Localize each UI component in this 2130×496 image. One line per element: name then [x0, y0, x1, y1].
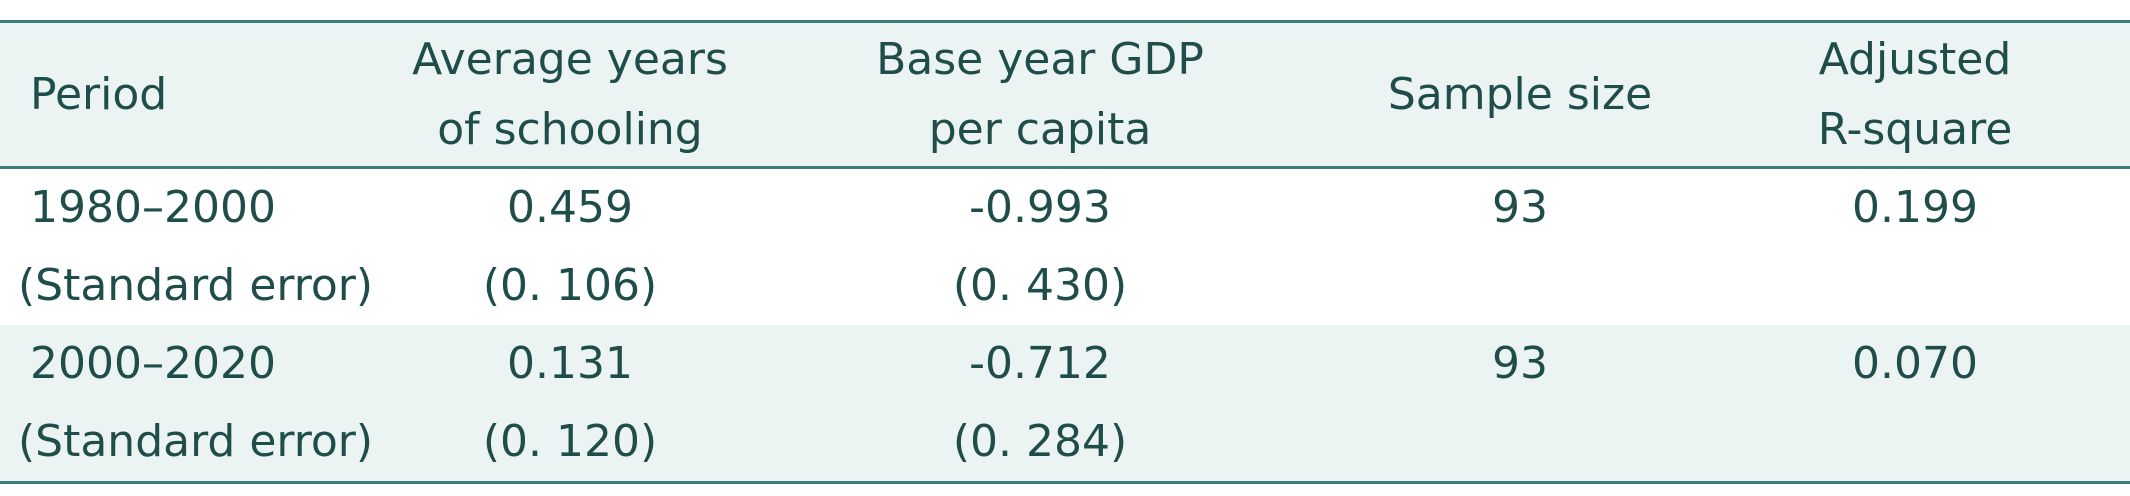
header-gdp-line1: Base year GDP — [876, 33, 1204, 85]
header-schooling-line1: Average years — [412, 33, 728, 85]
cell-se-gdp: (0. 430) — [952, 260, 1128, 311]
table-header-row: Period Average years of schooling Base y… — [0, 23, 2130, 169]
cell-adjusted-r2: 0.070 — [1852, 338, 1978, 389]
table-row-standard-error: (Standard error) (0. 106) (0. 430) — [0, 247, 2130, 325]
header-gdp-line2: per capita — [928, 103, 1152, 155]
regression-table: Period Average years of schooling Base y… — [0, 20, 2130, 484]
cell-adjusted-r2: 0.199 — [1852, 182, 1978, 233]
cell-sample-size: 93 — [1492, 338, 1548, 389]
header-gdp: Base year GDP per capita — [740, 25, 1340, 165]
header-period: Period — [0, 60, 400, 130]
header-schooling: Average years of schooling — [400, 25, 740, 165]
cell-gdp: -0.993 — [969, 182, 1111, 233]
header-r2-line2: R-square — [1817, 103, 2013, 155]
table-row-group: 1980–2000 0.459 -0.993 93 0.199 (Standar… — [0, 169, 2130, 325]
table-row-group: 2000–2020 0.131 -0.712 93 0.070 (Standar… — [0, 325, 2130, 481]
cell-gdp: -0.712 — [969, 338, 1111, 389]
header-r2-line1: Adjusted — [1818, 33, 2012, 85]
cell-sample-size: 93 — [1492, 182, 1548, 233]
cell-schooling: 0.459 — [507, 182, 633, 233]
table-row: 1980–2000 0.459 -0.993 93 0.199 — [0, 169, 2130, 247]
header-adjusted-r2: Adjusted R-square — [1700, 25, 2130, 165]
table-row: 2000–2020 0.131 -0.712 93 0.070 — [0, 325, 2130, 403]
cell-period: 1980–2000 — [30, 182, 276, 233]
header-sample-size: Sample size — [1340, 60, 1700, 130]
cell-se-gdp: (0. 284) — [952, 416, 1128, 467]
cell-se-label: (Standard error) — [18, 260, 374, 311]
cell-se-label: (Standard error) — [18, 416, 374, 467]
cell-se-schooling: (0. 106) — [482, 260, 658, 311]
table-row-standard-error: (Standard error) (0. 120) (0. 284) — [0, 403, 2130, 481]
cell-period: 2000–2020 — [30, 338, 276, 389]
header-sample-line1: Sample size — [1387, 68, 1653, 120]
cell-schooling: 0.131 — [507, 338, 633, 389]
cell-se-schooling: (0. 120) — [482, 416, 658, 467]
header-schooling-line2: of schooling — [437, 103, 703, 155]
header-period-line1: Period — [30, 68, 168, 120]
